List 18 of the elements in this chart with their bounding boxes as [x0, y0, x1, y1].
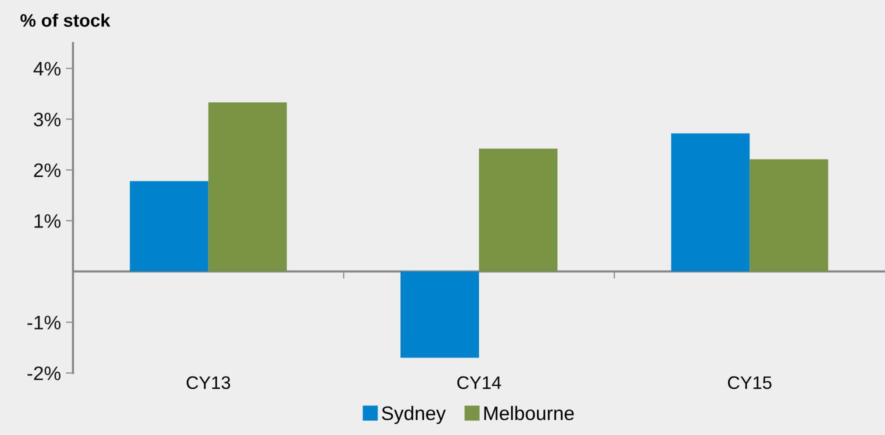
- y-tick-label: 2%: [34, 163, 61, 178]
- chart-title: % of stock: [20, 14, 110, 27]
- legend-label: Sydney: [382, 406, 446, 424]
- x-tick-label: CY15: [728, 376, 772, 390]
- y-tick-label: 3%: [34, 112, 61, 126]
- y-tick-label: 4%: [34, 62, 61, 76]
- bar: [671, 133, 750, 272]
- y-tick-label: -2%: [27, 366, 61, 380]
- bar: [479, 148, 558, 272]
- bar: [750, 159, 828, 272]
- y-tick-label: 1%: [34, 214, 61, 228]
- bar: [130, 181, 208, 272]
- bar: [208, 102, 287, 272]
- bar: [400, 271, 479, 358]
- legend-label: Melbourne: [484, 406, 574, 420]
- y-tick-label: -1%: [27, 316, 61, 330]
- x-tick-label: CY14: [457, 376, 502, 390]
- x-tick-label: CY13: [186, 376, 230, 390]
